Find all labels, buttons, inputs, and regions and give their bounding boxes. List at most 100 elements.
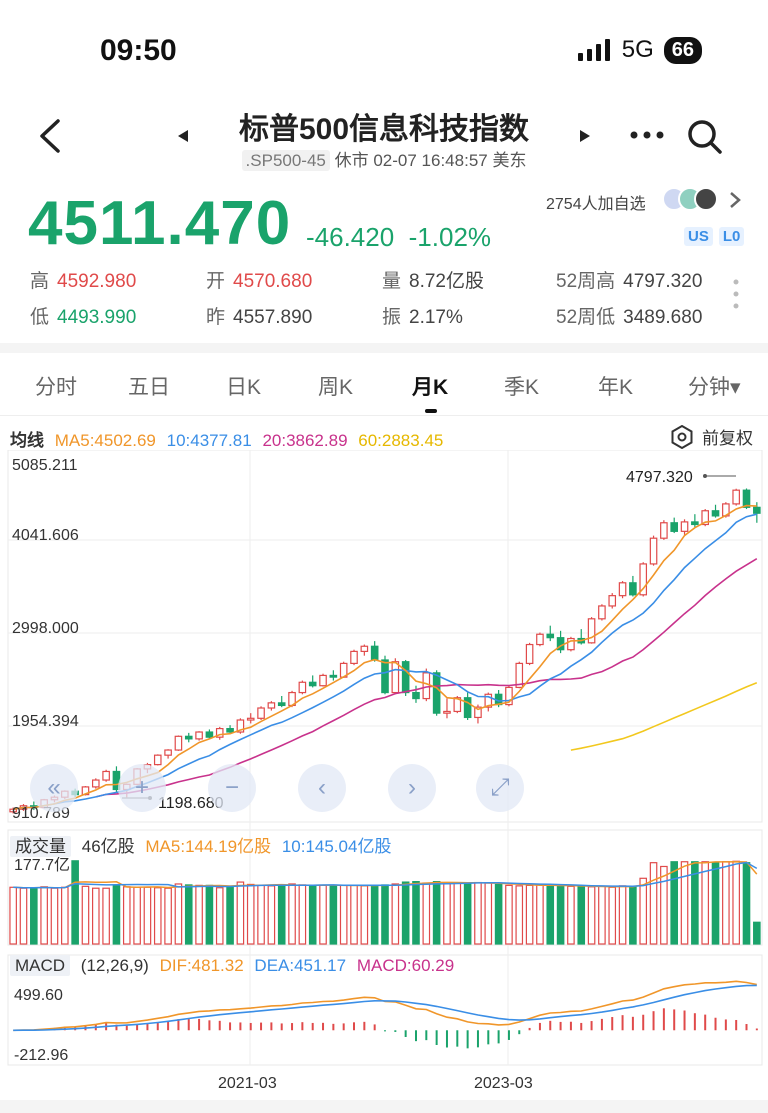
volume-bar xyxy=(236,881,245,945)
scroll-left-icon[interactable]: « xyxy=(30,764,78,812)
change-value: -46.420 xyxy=(306,222,395,252)
candle xyxy=(102,769,110,782)
candle xyxy=(474,704,482,724)
watchlist-count[interactable]: 2754人加自选 xyxy=(546,196,646,213)
panel-border xyxy=(7,829,763,946)
candle xyxy=(618,581,627,599)
chevron-right-icon[interactable] xyxy=(728,190,742,210)
follower-avatars[interactable] xyxy=(660,185,722,218)
candle-body xyxy=(215,727,224,738)
volume-bar xyxy=(308,885,317,945)
adjust-toggle[interactable]: 前复权 xyxy=(670,424,753,449)
macd-min-label: -212.96 xyxy=(14,1047,68,1064)
tab-minute[interactable]: 分钟▾ xyxy=(688,376,741,399)
volume-bar xyxy=(432,881,441,945)
volume-bar xyxy=(670,861,679,945)
candle-body xyxy=(515,662,524,689)
tab-5day[interactable]: 五日 xyxy=(128,376,170,399)
stat-amplitude: 振 2.17% xyxy=(382,307,463,328)
step-right-icon[interactable]: › xyxy=(388,764,436,812)
more-icon[interactable] xyxy=(630,130,664,140)
volume-current: 46亿股 xyxy=(81,837,135,856)
candle-body xyxy=(711,510,720,517)
candle xyxy=(401,659,410,696)
candle-body xyxy=(381,659,389,694)
volume-bar xyxy=(257,884,265,945)
candle xyxy=(205,729,214,739)
zoom-in-icon[interactable]: + xyxy=(118,764,166,812)
market-tags: US L0 xyxy=(684,227,745,246)
market-tag-us: US xyxy=(684,227,713,246)
macd-label: MACD xyxy=(10,955,71,976)
candle xyxy=(298,680,307,695)
volume-bar xyxy=(536,884,544,945)
candle-body xyxy=(701,510,709,526)
kline-chart[interactable]: 5085.211 4041.606 2998.000 1954.394 910.… xyxy=(0,450,768,1090)
candle-body xyxy=(267,702,276,709)
volume-bar xyxy=(174,883,183,945)
candle xyxy=(660,520,668,540)
candle-body xyxy=(277,702,286,707)
candle-body xyxy=(732,489,740,505)
search-icon[interactable] xyxy=(686,118,724,156)
zoom-out-icon[interactable]: − xyxy=(208,764,256,812)
candle-body xyxy=(629,582,637,596)
fullscreen-icon[interactable]: ⤢ xyxy=(476,764,524,812)
candle-body xyxy=(670,522,679,532)
macd-layer xyxy=(13,980,758,1049)
tab-yearly[interactable]: 年K xyxy=(598,376,634,399)
macd-params: (12,26,9) xyxy=(80,956,149,975)
candle xyxy=(184,732,193,743)
period-tabs: 分时 五日 日K 周K 月K 季K 年K 分钟▾ xyxy=(0,353,768,416)
macd-dea: DEA:451.17 xyxy=(254,956,347,975)
volume-bar xyxy=(30,887,38,945)
candle-body xyxy=(153,754,162,766)
volume-bar xyxy=(102,887,110,945)
tab-weekly[interactable]: 周K xyxy=(318,376,354,399)
candle-body xyxy=(432,672,441,714)
y-tick-label: 4041.606 xyxy=(12,527,79,544)
step-left-icon[interactable]: ‹ xyxy=(298,764,346,812)
candle-body xyxy=(691,521,699,526)
panel-border xyxy=(7,954,763,1066)
candle xyxy=(577,629,586,645)
candle-body xyxy=(401,661,410,694)
ma20-value: 20:3862.89 xyxy=(262,431,348,450)
tab-intraday[interactable]: 分时 xyxy=(35,376,77,399)
candle xyxy=(587,617,596,644)
volume-bar xyxy=(401,881,410,945)
volume-bar xyxy=(350,884,358,945)
stock-code: .SP500-45 xyxy=(241,150,330,171)
candle-body xyxy=(639,563,648,596)
volume-bar xyxy=(474,881,482,945)
back-icon[interactable] xyxy=(36,118,66,154)
volume-bar xyxy=(267,885,276,945)
volume-bar xyxy=(525,884,534,945)
volume-bar xyxy=(484,882,493,945)
volume-bars-layer xyxy=(9,860,761,945)
expand-stats-icon[interactable] xyxy=(732,278,740,310)
next-stock-icon[interactable] xyxy=(578,128,592,144)
stat-volume: 量 8.72亿股 xyxy=(382,271,484,292)
volume-bar xyxy=(453,882,462,945)
candle-body xyxy=(246,717,255,721)
candle xyxy=(164,749,172,759)
tab-daily[interactable]: 日K xyxy=(226,376,262,399)
volume-bar xyxy=(680,861,689,945)
volume-bar xyxy=(226,886,234,945)
volume-bar xyxy=(9,886,17,945)
tab-quarterly[interactable]: 季K xyxy=(504,376,540,399)
active-tab-indicator xyxy=(425,409,437,413)
volume-bar xyxy=(215,887,224,945)
bottom-divider xyxy=(0,1100,768,1113)
candle-body xyxy=(587,618,596,644)
volume-bar xyxy=(339,884,348,945)
macd-max-label: 499.60 xyxy=(14,987,63,1004)
tab-monthly[interactable]: 月K xyxy=(412,376,449,399)
candle-body xyxy=(329,674,338,678)
candle xyxy=(639,562,648,597)
volume-bar xyxy=(422,882,431,945)
prev-stock-icon[interactable] xyxy=(176,128,190,144)
battery-indicator: 66 xyxy=(663,36,702,64)
candle xyxy=(308,675,317,688)
